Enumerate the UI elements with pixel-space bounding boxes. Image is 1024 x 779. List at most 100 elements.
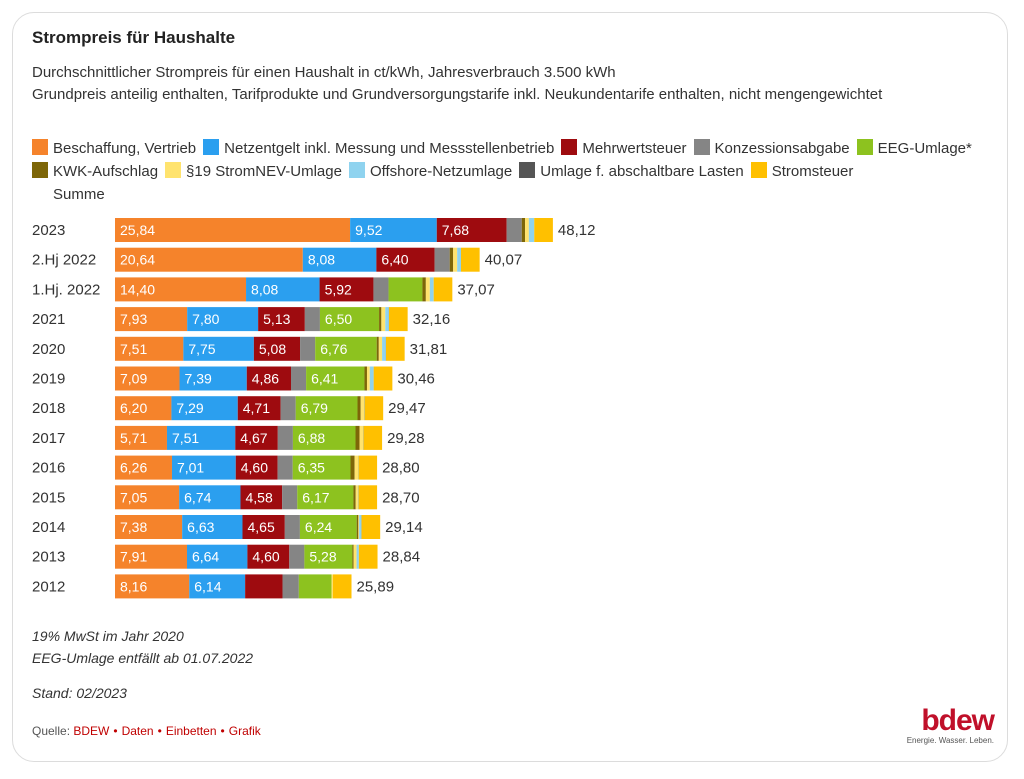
data-label: 14,40 <box>120 281 155 297</box>
data-label: 5,08 <box>259 341 286 357</box>
legend-item: Mehrwertsteuer <box>561 139 687 157</box>
data-label: 6,35 <box>298 460 325 476</box>
bar-segment <box>292 425 356 450</box>
bar-segment <box>235 425 278 450</box>
source-link-bdew[interactable]: BDEW <box>73 724 110 738</box>
bar-segment <box>355 485 358 510</box>
data-label: 7,68 <box>442 222 469 238</box>
category-label: 2012 <box>32 578 65 595</box>
bar-segment <box>364 366 367 391</box>
data-label: 6,40 <box>381 252 408 268</box>
data-label: 4,60 <box>252 549 279 565</box>
bar-segment <box>359 425 364 450</box>
bar-segment <box>242 515 285 539</box>
category-label: 2017 <box>32 430 65 447</box>
bar-segment <box>332 574 352 599</box>
bar-segment <box>306 366 365 391</box>
bar-segment <box>353 485 356 510</box>
bar-segment <box>182 515 243 539</box>
legend-item: KWK-Aufschlag <box>32 162 158 180</box>
footnote-mwst: 19% MwSt im Jahr 2020 <box>32 628 184 644</box>
data-label: 4,60 <box>241 460 268 476</box>
bar-segment <box>433 277 453 302</box>
legend-item: Netzentgelt inkl. Messung und Messstelle… <box>203 139 554 157</box>
bar-segment <box>284 515 300 539</box>
data-label: 6,14 <box>194 578 221 594</box>
bar-segment <box>528 218 535 242</box>
bar-segment <box>115 425 167 450</box>
data-label: 6,88 <box>298 430 325 446</box>
bar-segment <box>360 396 365 421</box>
data-label: 8,08 <box>251 281 278 297</box>
data-label: 4,86 <box>252 371 279 387</box>
bar-segment <box>453 247 458 272</box>
legend-swatch <box>165 162 182 178</box>
bar-segment <box>356 544 359 569</box>
bar-segment <box>302 247 377 272</box>
bar-segment <box>358 544 378 569</box>
stand-date: Stand: 02/2023 <box>32 685 127 701</box>
bar-segment <box>385 307 389 332</box>
data-label: 4,65 <box>247 519 274 535</box>
bar-segment <box>352 544 354 569</box>
logo-word: bdew <box>921 704 995 737</box>
data-link[interactable]: Daten <box>121 724 154 738</box>
bar-segment <box>282 485 298 510</box>
legend-label: Konzessionsabgabe <box>714 140 850 157</box>
bar-segment <box>115 247 303 272</box>
bar-segment <box>186 544 248 569</box>
subtitle-line-1: Durchschnittlicher Strompreis für einen … <box>32 64 616 81</box>
data-label: 6,76 <box>320 341 347 357</box>
total-label: 29,14 <box>385 519 423 536</box>
bar-segment <box>298 574 332 599</box>
data-label: 7,05 <box>120 489 147 505</box>
data-label: 7,75 <box>188 341 215 357</box>
bar-segment <box>381 307 386 332</box>
data-label: 6,64 <box>192 549 219 565</box>
bar-segment <box>358 485 378 510</box>
chart-legend: Beschaffung, Vertrieb Netzentgelt inkl. M… <box>32 137 982 206</box>
data-label: 4,71 <box>243 400 270 416</box>
total-label: 40,07 <box>485 252 523 269</box>
bar-segment <box>246 277 320 302</box>
bar-segment <box>373 366 393 391</box>
footnotes: 19% MwSt im Jahr 2020 EEG-Umlage entfäll… <box>32 625 253 669</box>
legend-swatch <box>856 139 873 155</box>
embed-link[interactable]: Einbetten <box>165 724 217 738</box>
bar-segment <box>357 396 361 421</box>
bar-segment <box>388 277 423 302</box>
data-label: 5,71 <box>120 430 147 446</box>
bar-segment <box>425 277 430 302</box>
bar-segment <box>171 396 238 421</box>
bar-segment <box>358 515 360 539</box>
separator-dot: • <box>157 724 162 738</box>
category-label: 2013 <box>32 549 65 566</box>
data-label: 4,58 <box>245 489 272 505</box>
bar-segment <box>534 218 553 242</box>
legend-item: Konzessionsabgabe <box>693 139 850 157</box>
logo-tagline: Energie. Wasser. Leben. <box>906 736 994 745</box>
bar-segment <box>300 336 316 361</box>
bar-segment <box>355 425 360 450</box>
bar-segment <box>290 366 307 391</box>
data-label: 5,13 <box>263 311 290 327</box>
bar-segment <box>166 425 236 450</box>
bar-segment <box>115 455 172 480</box>
bar-segment <box>297 485 354 510</box>
bar-segment <box>253 336 301 361</box>
bar-segment <box>331 574 333 599</box>
bar-segment <box>115 366 180 391</box>
graphic-link[interactable]: Grafik <box>228 724 261 738</box>
bar-segment <box>350 455 355 480</box>
data-label: 6,50 <box>325 311 352 327</box>
legend-item: Offshore-Netzumlage <box>348 162 512 180</box>
legend-swatch <box>32 162 48 178</box>
bar-segment <box>521 218 526 242</box>
bar-segment <box>304 544 353 569</box>
total-label: 29,47 <box>388 400 426 417</box>
category-label: 2015 <box>32 489 65 506</box>
legend-item-summe: Summe <box>53 186 105 203</box>
bar-segment <box>359 515 362 539</box>
category-label: 2018 <box>32 400 65 417</box>
